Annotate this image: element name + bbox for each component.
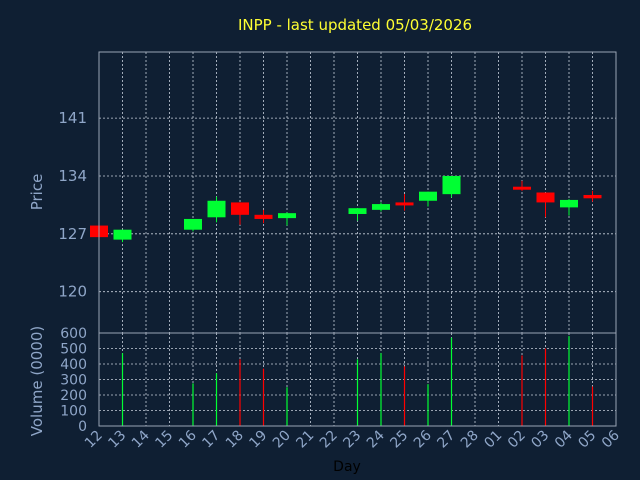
- candle-body: [113, 229, 132, 240]
- x-tick-label: 20: [270, 428, 294, 452]
- x-tick-label: 05: [575, 428, 599, 452]
- candle-body: [348, 208, 367, 214]
- price-panel: 120 127 134 141: [58, 51, 617, 334]
- price-axis-label: Price: [28, 174, 46, 211]
- candle-body: [372, 204, 390, 210]
- candle-body: [513, 186, 531, 190]
- x-tick-label: 24: [364, 427, 388, 451]
- volume-frame: [98, 332, 617, 427]
- x-tick-label: 16: [176, 427, 200, 451]
- x-tick-label: 01: [481, 428, 505, 452]
- candle-body: [442, 175, 461, 195]
- x-tick-label: 03: [528, 428, 552, 452]
- candle-body: [184, 218, 202, 230]
- volume-tick-label: 100: [60, 404, 87, 420]
- x-axis: 12 13 14 15 16 17 18 19 20 21 22 23 24 25 26 27 28 01 02 03…: [82, 427, 623, 451]
- candle-body: [560, 199, 578, 208]
- x-tick-label: 04: [552, 427, 576, 451]
- x-tick-label: 17: [199, 428, 223, 452]
- x-tick-label: 14: [129, 427, 153, 451]
- candle-body: [231, 202, 249, 215]
- x-tick-label: 15: [152, 428, 176, 452]
- volume-tick-label: 500: [60, 342, 87, 358]
- price-tick-label: 120: [58, 283, 87, 301]
- x-tick-label: 18: [223, 428, 247, 452]
- x-tick-label: 28: [458, 428, 482, 452]
- volume-tick-label: 600: [60, 326, 87, 342]
- candle-body: [254, 214, 273, 219]
- candle-body: [207, 200, 226, 218]
- x-tick-label: 02: [505, 428, 529, 452]
- x-tick-label: 23: [340, 428, 364, 452]
- x-tick-label: 25: [387, 428, 411, 452]
- candle-body: [395, 202, 414, 206]
- candle-body: [278, 213, 296, 219]
- x-axis-label: Day: [333, 459, 361, 475]
- candle-body: [419, 191, 437, 201]
- volume-tick-label: 0: [78, 419, 87, 435]
- volume-tick-label: 300: [60, 373, 87, 389]
- price-tick-label: 134: [58, 167, 87, 185]
- x-tick-label: 21: [293, 428, 317, 452]
- x-tick-label: 26: [411, 427, 435, 451]
- volume-tick-label: 400: [60, 357, 87, 373]
- candle-body: [583, 194, 602, 199]
- x-tick-label: 19: [246, 428, 270, 452]
- price-tick-label: 127: [58, 225, 87, 243]
- volume-tick-label: 200: [60, 388, 87, 404]
- x-tick-label: 13: [105, 428, 129, 452]
- volume-axis-label: Volume (0000): [28, 326, 46, 436]
- candle-body: [536, 192, 555, 203]
- x-tick-label: 06: [599, 427, 623, 451]
- x-tick-label: 22: [317, 428, 341, 452]
- chart-title: INPP - last updated 05/03/2026: [238, 16, 472, 34]
- price-tick-label: 141: [58, 109, 87, 127]
- x-tick-label: 27: [434, 428, 458, 452]
